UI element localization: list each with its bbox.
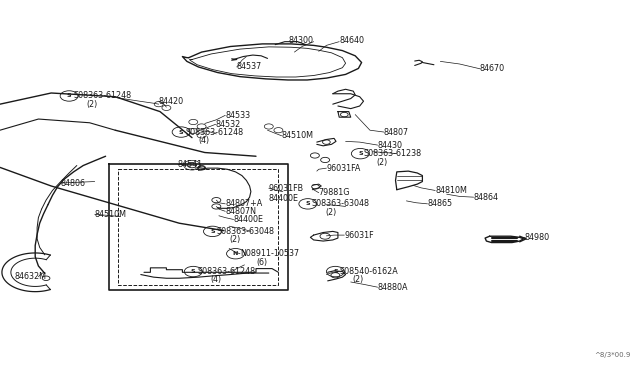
- Text: S: S: [179, 129, 184, 135]
- Text: (2): (2): [376, 158, 388, 167]
- Text: ^8/3*00.9: ^8/3*00.9: [594, 352, 630, 358]
- Text: S: S: [210, 229, 215, 234]
- Text: 84865: 84865: [428, 199, 452, 208]
- Text: 96031F: 96031F: [344, 231, 374, 240]
- Text: (2): (2): [86, 100, 98, 109]
- Text: S08363-61238: S08363-61238: [364, 149, 422, 158]
- Text: 84806: 84806: [61, 179, 86, 187]
- Text: S08363-63048: S08363-63048: [312, 199, 370, 208]
- Text: S: S: [333, 269, 338, 274]
- Text: 96031FB: 96031FB: [269, 184, 304, 193]
- Text: 84510M: 84510M: [282, 131, 314, 140]
- Text: 84632M: 84632M: [14, 272, 46, 281]
- Text: S08363-61248: S08363-61248: [197, 267, 255, 276]
- Text: 84864: 84864: [474, 193, 499, 202]
- Text: (4): (4): [198, 136, 209, 145]
- Text: 84880A: 84880A: [378, 283, 408, 292]
- Text: N: N: [233, 251, 238, 256]
- Text: S08363-63048: S08363-63048: [216, 227, 275, 236]
- Text: 79881G: 79881G: [319, 188, 350, 197]
- Text: (4): (4): [210, 275, 221, 284]
- Text: 84400E: 84400E: [269, 194, 299, 203]
- Text: 84807+A: 84807+A: [225, 199, 262, 208]
- Text: (2): (2): [352, 275, 364, 284]
- Text: 84430: 84430: [378, 141, 403, 150]
- Text: 84420: 84420: [159, 97, 184, 106]
- Text: 84670: 84670: [480, 64, 505, 73]
- Text: 84807: 84807: [384, 128, 409, 137]
- Text: S: S: [67, 93, 72, 99]
- Text: 84400E: 84400E: [234, 215, 264, 224]
- Text: 84980: 84980: [525, 233, 550, 242]
- Text: S: S: [191, 269, 196, 274]
- Text: S08363-61248: S08363-61248: [74, 92, 132, 100]
- Text: S: S: [305, 201, 310, 206]
- Text: (2): (2): [229, 235, 241, 244]
- Text: S08540-6162A: S08540-6162A: [339, 267, 398, 276]
- Text: 84541: 84541: [178, 160, 203, 169]
- Text: 84532: 84532: [216, 120, 241, 129]
- Text: 84300: 84300: [289, 36, 314, 45]
- Text: 84510M: 84510M: [95, 210, 127, 219]
- Text: 84537: 84537: [237, 62, 262, 71]
- Text: 84533: 84533: [225, 111, 250, 120]
- Text: N08911-10537: N08911-10537: [240, 249, 299, 258]
- Text: (6): (6): [256, 258, 267, 267]
- Text: (2): (2): [325, 208, 337, 217]
- Text: 96031FA: 96031FA: [326, 164, 361, 173]
- Text: 84810M: 84810M: [435, 186, 467, 195]
- Text: 84640: 84640: [339, 36, 364, 45]
- Text: S: S: [358, 151, 363, 156]
- Text: S08363-61248: S08363-61248: [186, 128, 244, 137]
- Text: 84807N: 84807N: [225, 207, 256, 216]
